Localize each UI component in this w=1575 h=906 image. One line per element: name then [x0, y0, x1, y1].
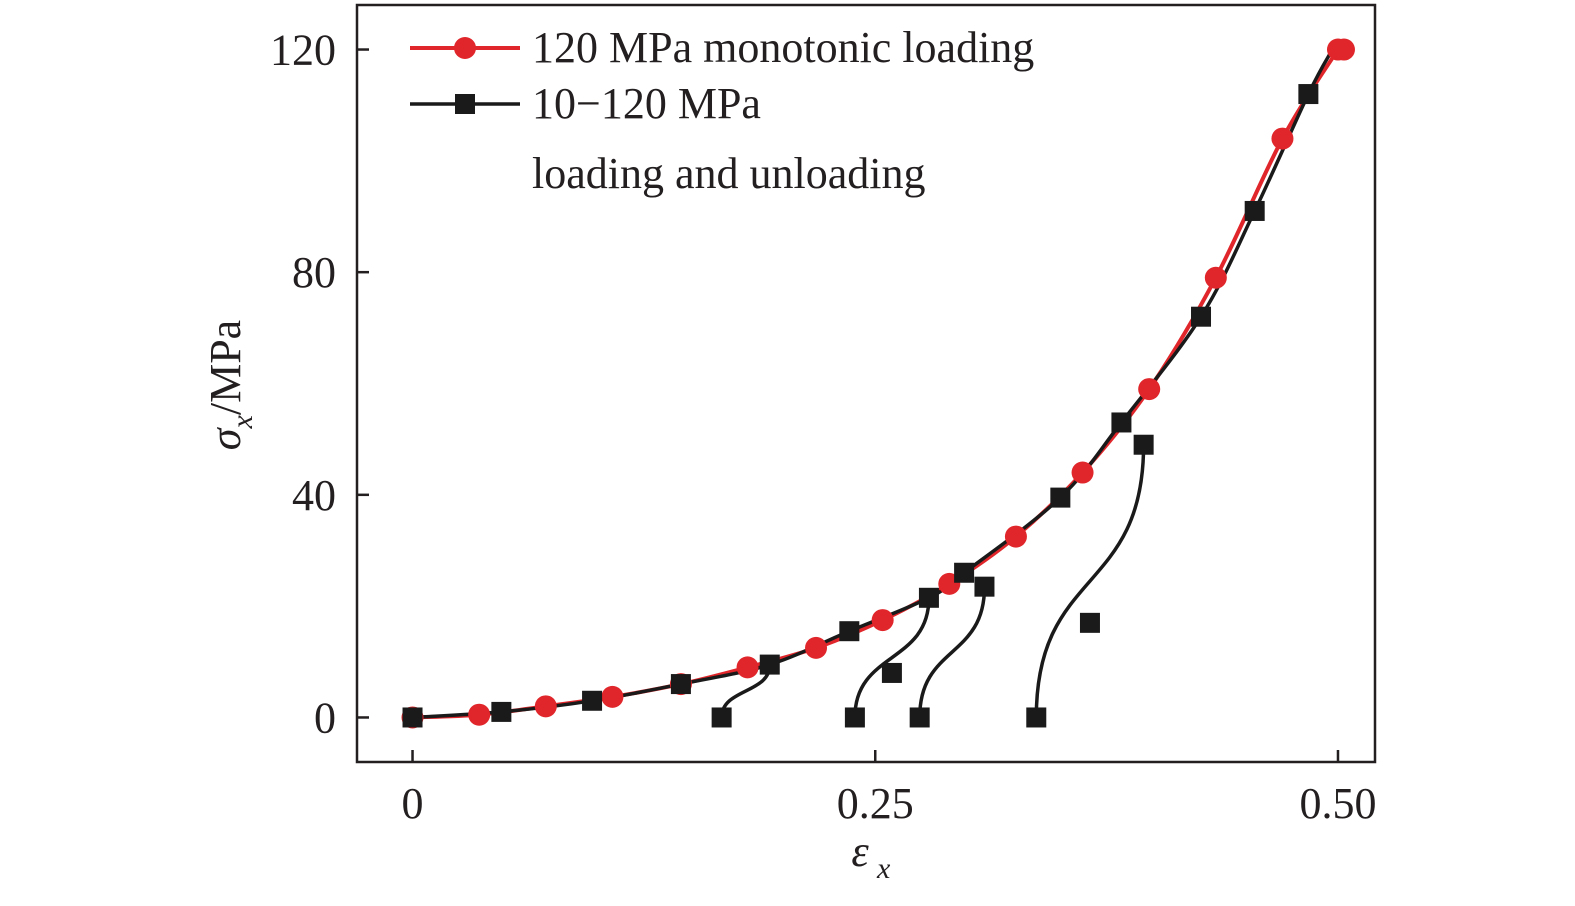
cyclic-point [1050, 487, 1071, 508]
x-axis-label-subscript: x [876, 852, 891, 885]
cyclic-point [1244, 200, 1265, 221]
legend-cyclic-label: 10−120 MPa [532, 79, 761, 128]
cyclic-point [909, 707, 930, 728]
cyclic-point [670, 674, 691, 695]
monotonic-point [1138, 378, 1161, 401]
cyclic-point [491, 701, 512, 722]
cyclic-point [881, 662, 902, 683]
cyclic-point [711, 707, 732, 728]
cyclic-point [974, 576, 995, 597]
y-tick-label: 120 [270, 26, 336, 75]
axis-labels: ε xσx/MPa [201, 320, 891, 885]
cyclic-point [839, 621, 860, 642]
legend-cyclic-label-line2: loading and unloading [532, 149, 926, 198]
cyclic-point [844, 707, 865, 728]
y-axis-label-subscript: x [226, 414, 259, 429]
legend-cyclic-marker [455, 94, 475, 114]
axes-ticks: 0 0.25 0.50 0 40 80 120 [270, 26, 1376, 828]
cyclic-point [1111, 412, 1132, 433]
legend-monotonic-label: 120 MPa monotonic loading [532, 23, 1034, 72]
cyclic-point [582, 690, 603, 711]
monotonic-point [601, 685, 624, 708]
cyclic-point [954, 562, 975, 583]
cyclic-point [1133, 434, 1154, 455]
legend-monotonic-marker [454, 37, 476, 59]
x-tick-label: 0 [402, 779, 424, 828]
plot-frame [355, 3, 1377, 764]
x-axis-label: ε [851, 827, 869, 876]
y-axis-label-unit: /MPa [201, 320, 250, 415]
monotonic-point [1332, 38, 1355, 61]
cyclic-point [759, 654, 780, 675]
cyclic-point [1298, 84, 1319, 105]
series-cyclic-branch-line [917, 586, 987, 718]
plot-area [355, 3, 1377, 764]
y-axis-label: σx/MPa [201, 320, 259, 450]
x-tick-label: 0.50 [1299, 779, 1376, 828]
monotonic-point [1004, 525, 1027, 548]
monotonic-point [534, 695, 557, 718]
legend: 120 MPa monotonic loading 10−120 MPa loadi… [410, 23, 1034, 198]
y-axis-label-text: σx/MPa [201, 320, 259, 450]
monotonic-point [468, 703, 491, 726]
cyclic-point [1079, 612, 1100, 633]
cyclic-point [918, 587, 939, 608]
monotonic-point [1071, 461, 1094, 484]
series-cyclic-branch-line [1034, 444, 1146, 718]
monotonic-point [1204, 266, 1227, 289]
y-tick-label: 0 [314, 693, 336, 742]
cyclic-point [1191, 306, 1212, 327]
monotonic-point [805, 636, 828, 659]
monotonic-point [736, 656, 759, 679]
monotonic-point [871, 609, 894, 632]
cyclic-point [1026, 707, 1047, 728]
monotonic-point [1271, 127, 1294, 150]
y-axis-label-symbol: σ [201, 426, 250, 450]
series-cyclic-branch-line [853, 597, 931, 718]
y-tick-label: 40 [292, 471, 336, 520]
y-tick-label: 80 [292, 248, 336, 297]
cyclic-point [402, 707, 423, 728]
x-tick-label: 0.25 [837, 779, 914, 828]
